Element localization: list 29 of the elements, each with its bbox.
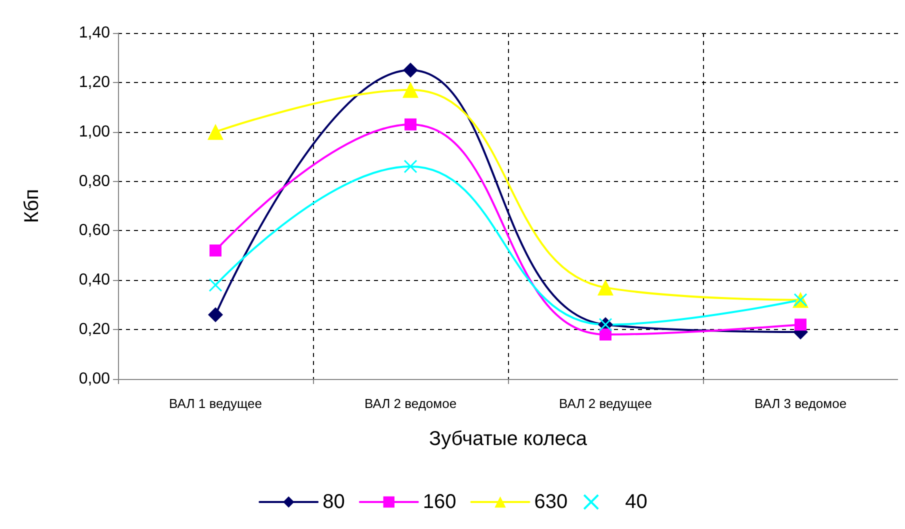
y-tick-label: 0,20 bbox=[78, 321, 110, 338]
y-tick-label: 1,00 bbox=[78, 123, 110, 140]
legend-label: 160 bbox=[422, 491, 456, 513]
y-axis-title: Кбп bbox=[21, 189, 43, 223]
point bbox=[600, 328, 612, 341]
y-tick-label: 1,20 bbox=[78, 74, 110, 91]
legend-label: 80 bbox=[322, 491, 345, 513]
x-axis-title: Зубчатые колеса bbox=[429, 428, 588, 450]
x-tick-label: ВАЛ 2 ведущее bbox=[559, 396, 652, 411]
point bbox=[403, 62, 418, 78]
y-tick-label: 0,60 bbox=[78, 222, 110, 240]
legend-label: 630 bbox=[534, 491, 568, 513]
legend-label: 40 bbox=[625, 491, 648, 513]
point bbox=[210, 244, 222, 256]
y-tick-label: 1,40 bbox=[78, 24, 110, 42]
point bbox=[794, 318, 806, 331]
y-tick-label: 0,80 bbox=[78, 172, 110, 190]
y-tick-label: 0,00 bbox=[78, 370, 110, 388]
point bbox=[404, 118, 416, 130]
x-tick-label: ВАЛ 3 ведомое bbox=[754, 396, 847, 411]
point bbox=[208, 124, 224, 140]
x-tick-label: ВАЛ 2 ведомое bbox=[364, 396, 457, 411]
point bbox=[404, 160, 418, 174]
point bbox=[402, 82, 418, 98]
point bbox=[208, 307, 223, 322]
point bbox=[208, 278, 222, 292]
point bbox=[598, 280, 614, 296]
y-tick-label: 0,40 bbox=[78, 272, 110, 289]
x-tick-label: ВАЛ 1 ведущее bbox=[169, 396, 262, 411]
